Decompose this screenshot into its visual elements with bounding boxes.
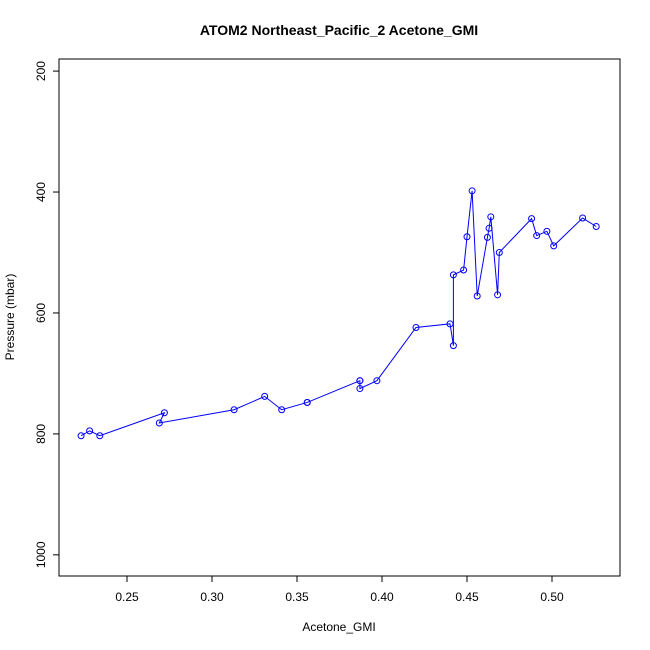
data-point — [446, 320, 454, 328]
y-tick-label: 400 — [34, 182, 48, 202]
x-tick-label: 0.35 — [285, 590, 309, 604]
x-axis-label: Acetone_GMI — [302, 620, 375, 634]
data-point — [160, 409, 168, 417]
data-point — [278, 406, 286, 414]
data-point — [487, 213, 495, 221]
y-tick-label: 1000 — [34, 541, 48, 568]
data-point — [550, 242, 558, 250]
y-tick-label: 800 — [34, 424, 48, 444]
data-point — [77, 432, 85, 440]
data-point — [485, 224, 493, 232]
data-point — [356, 385, 364, 393]
y-axis: 200 400 600 800 1000 — [34, 61, 59, 568]
data-point — [96, 432, 104, 440]
data-point — [463, 233, 471, 241]
series-line — [80, 190, 597, 437]
data-point — [483, 233, 491, 241]
data-point — [528, 215, 536, 223]
x-tick-label: 0.40 — [370, 590, 394, 604]
x-tick-label: 0.25 — [115, 590, 139, 604]
x-tick-label: 0.30 — [200, 590, 224, 604]
data-point — [155, 419, 163, 427]
y-axis-label: Pressure (mbar) — [3, 274, 17, 361]
data-point — [449, 271, 457, 279]
data-point — [494, 291, 502, 299]
data-point — [412, 323, 420, 331]
data-point — [261, 392, 269, 400]
data-point — [495, 248, 503, 256]
series-layer — [77, 187, 600, 440]
data-point — [373, 377, 381, 385]
x-tick-label: 0.50 — [540, 590, 564, 604]
data-point — [579, 214, 587, 222]
data-point — [473, 292, 481, 300]
data-point — [533, 232, 541, 240]
data-point — [449, 342, 457, 350]
data-point — [356, 377, 364, 385]
chart-title: ATOM2 Northeast_Pacific_2 Acetone_GMI — [200, 22, 478, 38]
x-axis: 0.25 0.30 0.35 0.40 0.45 0.50 — [115, 576, 564, 604]
data-point — [468, 187, 476, 195]
data-point — [86, 427, 94, 435]
plot-frame — [58, 58, 621, 577]
data-point — [460, 266, 468, 274]
data-point — [543, 227, 551, 235]
y-tick-label: 200 — [34, 61, 48, 81]
x-tick-label: 0.45 — [455, 590, 479, 604]
data-point — [230, 406, 238, 414]
y-tick-label: 600 — [34, 303, 48, 323]
data-point — [592, 222, 600, 230]
data-point — [303, 398, 311, 406]
